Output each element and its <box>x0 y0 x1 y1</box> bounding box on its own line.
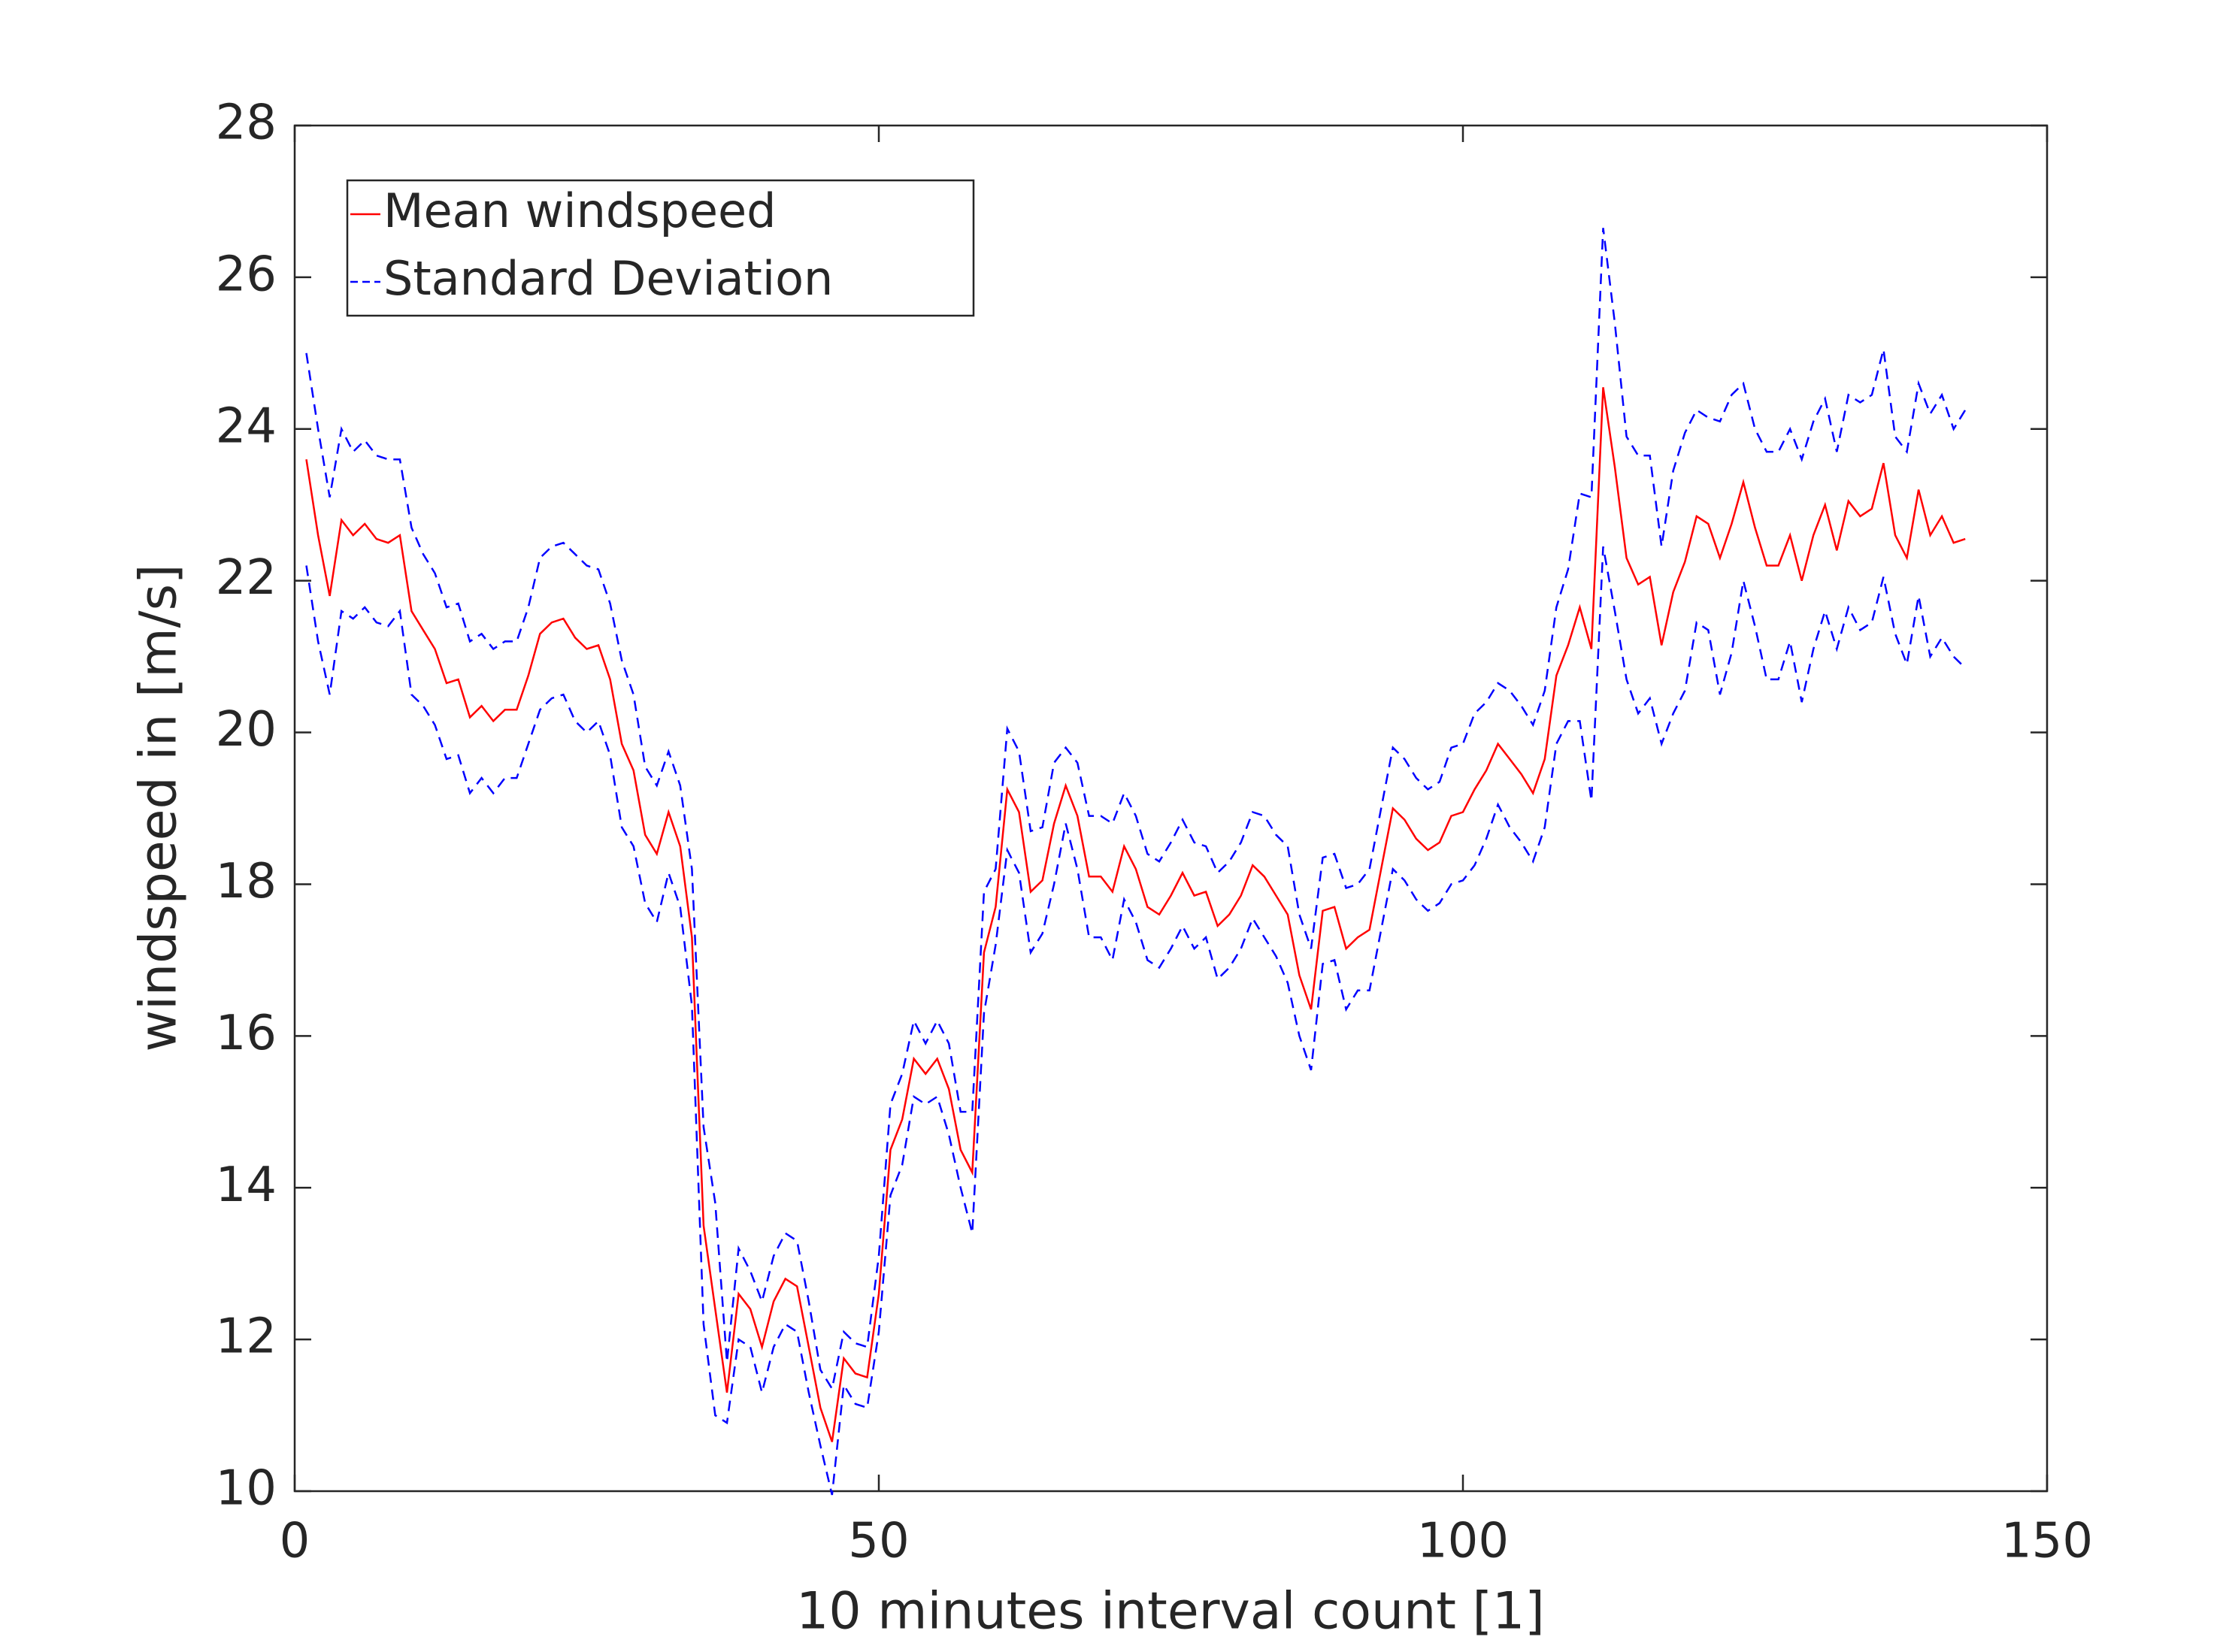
y-tick-label: 16 <box>216 1006 277 1061</box>
y-tick-label: 18 <box>216 854 277 909</box>
y-tick-label: 22 <box>216 550 277 606</box>
y-axis-label: windspeed in [m/s] <box>129 564 189 1051</box>
legend-label: Mean windspeed <box>383 183 777 238</box>
y-tick-label: 10 <box>216 1461 277 1517</box>
plot-area <box>293 124 2049 1493</box>
legend-box <box>346 179 975 317</box>
y-tick-label: 28 <box>216 95 277 151</box>
y-tick-label: 14 <box>216 1157 277 1213</box>
x-tick-label: 100 <box>1417 1514 1509 1569</box>
x-tick-label: 150 <box>2001 1514 2093 1569</box>
legend-label: Standard Deviation <box>383 251 833 306</box>
y-tick-label: 20 <box>216 702 277 758</box>
y-tick-label: 24 <box>216 398 277 454</box>
y-tick-label: 26 <box>216 247 277 302</box>
std-upper-line <box>305 228 1967 1392</box>
x-axis-label: 10 minutes interval count [1] <box>796 1582 1545 1641</box>
x-tick-label: 50 <box>848 1514 909 1569</box>
y-tick-label: 12 <box>216 1309 277 1365</box>
std-lower-line <box>305 546 1967 1496</box>
mean-line <box>305 387 1966 1442</box>
x-tick-label: 0 <box>280 1514 310 1569</box>
